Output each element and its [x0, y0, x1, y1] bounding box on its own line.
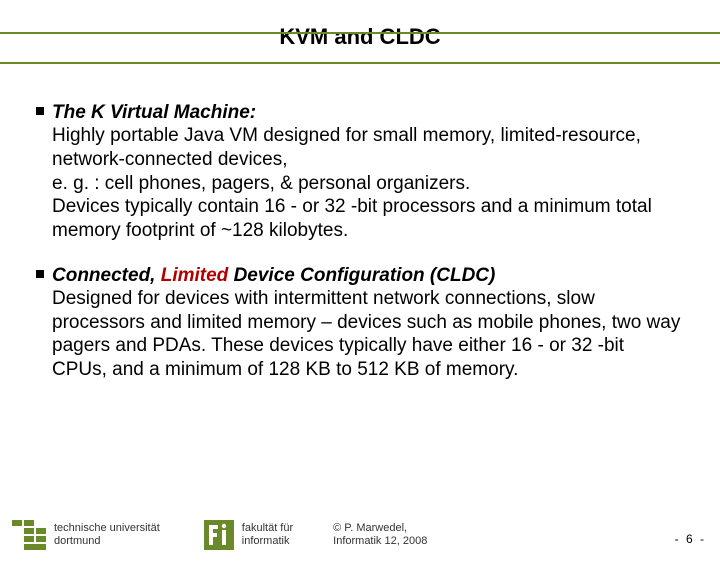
- page-number: - 6 -: [675, 532, 706, 546]
- uni-line2: dortmund: [54, 535, 160, 548]
- fac-line1: fakultät für: [242, 522, 293, 535]
- uni-line1: technische universität: [54, 522, 160, 535]
- copyright: © P. Marwedel, Informatik 12, 2008: [333, 522, 427, 547]
- fi-logo-icon: [204, 520, 234, 550]
- item-body: Highly portable Java VM designed for sma…: [52, 124, 684, 243]
- square-bullet-icon: [36, 270, 44, 278]
- item-lead: The K Virtual Machine:: [52, 102, 684, 124]
- square-bullet-icon: [36, 107, 44, 115]
- item-body: Designed for devices with intermittent n…: [52, 287, 684, 382]
- lead-highlight: Limited: [161, 265, 229, 286]
- lead-post: Device Configuration (CLDC): [228, 265, 495, 286]
- fac-line2: informatik: [242, 535, 293, 548]
- bullet-item: The K Virtual Machine: Highly portable J…: [52, 102, 684, 243]
- university-name: technische universität dortmund: [54, 522, 160, 547]
- copy-line2: Informatik 12, 2008: [333, 535, 427, 548]
- faculty-name: fakultät für informatik: [242, 522, 293, 547]
- top-rule: [0, 32, 720, 34]
- copy-line1: © P. Marwedel,: [333, 522, 427, 535]
- content-area: The K Virtual Machine: Highly portable J…: [0, 64, 720, 382]
- tu-logo-icon: [12, 520, 46, 550]
- item-lead: Connected, Limited Device Configuration …: [52, 265, 684, 287]
- bullet-item: Connected, Limited Device Configuration …: [52, 265, 684, 382]
- footer: technische universität dortmund fakultät…: [0, 512, 720, 558]
- slide-title: KVM and CLDC: [0, 24, 720, 50]
- lead-pre: Connected,: [52, 265, 161, 286]
